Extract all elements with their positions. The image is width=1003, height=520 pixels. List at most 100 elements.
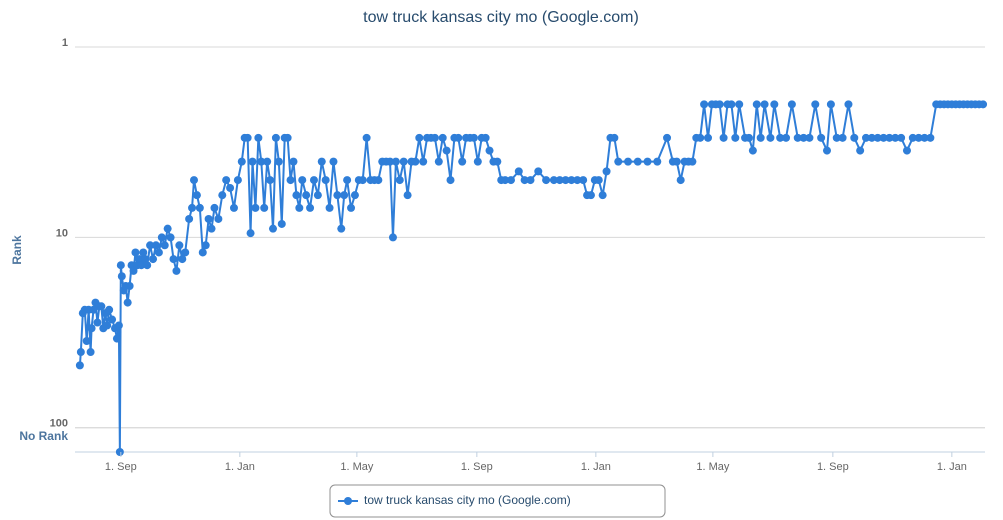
point-marker	[760, 100, 769, 109]
point-marker	[879, 133, 888, 142]
point-marker	[157, 233, 166, 242]
point-marker	[735, 100, 744, 109]
point-marker	[782, 133, 791, 142]
point-marker	[442, 146, 451, 155]
point-marker	[704, 133, 713, 142]
point-marker	[286, 176, 295, 185]
point-marker	[131, 248, 140, 257]
point-marker	[166, 233, 175, 242]
point-marker	[520, 176, 529, 185]
point-marker	[306, 203, 315, 212]
point-marker	[610, 133, 619, 142]
point-marker	[362, 133, 371, 142]
legend-box	[329, 484, 666, 518]
point-marker	[643, 157, 652, 166]
point-marker	[979, 100, 988, 109]
point-marker	[411, 157, 420, 166]
point-marker	[248, 157, 257, 166]
point-marker	[108, 315, 117, 324]
point-marker	[481, 133, 490, 142]
point-marker	[189, 176, 198, 185]
point-marker	[555, 176, 564, 185]
point-marker	[260, 203, 269, 212]
point-marker	[501, 176, 510, 185]
point-marker	[135, 255, 144, 264]
point-marker	[229, 203, 238, 212]
point-marker	[237, 157, 246, 166]
point-marker	[103, 321, 112, 330]
point-marker	[856, 146, 865, 155]
point-marker	[207, 224, 216, 233]
point-marker	[891, 133, 900, 142]
point-marker	[419, 157, 428, 166]
point-marker	[454, 133, 463, 142]
point-marker	[86, 348, 95, 357]
point-marker	[805, 133, 814, 142]
x-tick-label: 1. Sep	[105, 461, 137, 473]
series-line	[78, 103, 984, 453]
point-marker	[514, 167, 523, 176]
point-marker	[263, 157, 272, 166]
point-marker	[719, 133, 728, 142]
point-marker	[926, 133, 935, 142]
legend: tow truck kansas city mo (Google.com)	[329, 484, 666, 518]
point-marker	[195, 203, 204, 212]
point-marker	[430, 133, 439, 142]
point-marker	[744, 133, 753, 142]
point-marker	[76, 348, 85, 357]
point-marker	[93, 318, 102, 327]
point-marker	[920, 133, 929, 142]
point-marker	[395, 176, 404, 185]
point-marker	[598, 191, 607, 200]
point-marker	[867, 133, 876, 142]
point-marker	[493, 157, 502, 166]
point-marker	[115, 448, 124, 456]
point-marker	[822, 146, 831, 155]
point-marker	[169, 255, 178, 264]
point-marker	[251, 203, 260, 212]
point-marker	[204, 214, 213, 223]
point-marker	[298, 176, 307, 185]
point-marker	[526, 176, 535, 185]
point-marker	[154, 248, 163, 257]
point-marker	[748, 146, 757, 155]
point-marker	[614, 157, 623, 166]
point-marker	[271, 133, 280, 142]
point-marker	[715, 100, 724, 109]
point-marker	[188, 203, 197, 212]
grid	[75, 46, 985, 429]
point-marker	[415, 133, 424, 142]
x-tick-label: 1. Sep	[817, 461, 849, 473]
point-marker	[586, 191, 595, 200]
point-marker	[313, 191, 322, 200]
point-marker	[766, 133, 775, 142]
point-marker	[302, 191, 311, 200]
point-marker	[731, 133, 740, 142]
point-marker	[672, 157, 681, 166]
point-marker	[850, 133, 859, 142]
point-marker	[218, 191, 227, 200]
point-marker	[89, 305, 98, 314]
plot-area	[75, 100, 988, 456]
point-marker	[756, 133, 765, 142]
point-marker	[388, 233, 397, 242]
point-marker	[386, 157, 395, 166]
point-marker	[908, 133, 917, 142]
point-marker	[374, 176, 383, 185]
point-marker	[198, 248, 207, 257]
point-marker	[688, 157, 697, 166]
x-tick-label: 1. Jan	[581, 461, 611, 473]
point-marker	[139, 248, 148, 257]
point-marker	[277, 219, 286, 228]
point-marker	[116, 261, 125, 270]
x-tick-label: 1. May	[696, 461, 730, 473]
point-marker	[181, 248, 190, 257]
point-marker	[163, 224, 172, 233]
point-marker	[337, 224, 346, 233]
point-marker	[97, 302, 106, 311]
point-marker	[663, 133, 672, 142]
point-marker	[696, 133, 705, 142]
point-marker	[817, 133, 826, 142]
point-marker	[172, 266, 181, 275]
